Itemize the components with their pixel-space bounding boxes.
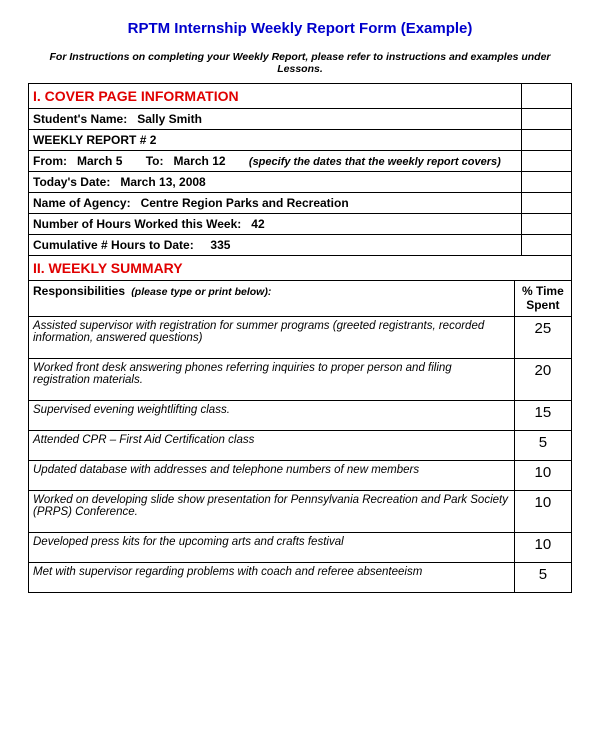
empty-cell	[522, 172, 572, 193]
report-table: I. COVER PAGE INFORMATION Student's Name…	[28, 83, 572, 593]
hours-cumulative-row: Cumulative # Hours to Date: 335	[29, 235, 522, 256]
responsibility-row: Developed press kits for the upcoming ar…	[29, 532, 572, 562]
section-2-header: II. WEEKLY SUMMARY	[29, 256, 572, 281]
student-name-label: Student's Name:	[33, 112, 127, 126]
to-label: To:	[146, 154, 164, 168]
agency-row: Name of Agency: Centre Region Parks and …	[29, 193, 522, 214]
responsibility-description: Updated database with addresses and tele…	[29, 460, 515, 490]
responsibility-percent: 20	[514, 358, 571, 400]
from-value: March 5	[77, 154, 122, 168]
responsibility-row: Worked front desk answering phones refer…	[29, 358, 572, 400]
hours-cumulative-value: 335	[210, 238, 230, 252]
responsibility-percent: 10	[514, 490, 571, 532]
responsibility-percent: 5	[514, 562, 571, 592]
responsibility-description: Supervised evening weightlifting class.	[29, 400, 515, 430]
responsibility-percent: 25	[514, 316, 571, 358]
responsibility-percent: 10	[514, 532, 571, 562]
empty-cell	[522, 193, 572, 214]
date-note: (specify the dates that the weekly repor…	[249, 156, 501, 168]
empty-cell	[522, 84, 572, 109]
agency-value: Centre Region Parks and Recreation	[141, 196, 349, 210]
to-value: March 12	[174, 154, 226, 168]
agency-label: Name of Agency:	[33, 196, 131, 210]
responsibility-percent: 10	[514, 460, 571, 490]
hours-week-row: Number of Hours Worked this Week: 42	[29, 214, 522, 235]
empty-cell	[522, 109, 572, 130]
responsibility-description: Worked front desk answering phones refer…	[29, 358, 515, 400]
hours-week-value: 42	[251, 217, 264, 231]
empty-cell	[522, 130, 572, 151]
empty-cell	[522, 214, 572, 235]
responsibility-row: Assisted supervisor with registration fo…	[29, 316, 572, 358]
responsibilities-header: Responsibilities (please type or print b…	[29, 281, 515, 317]
responsibility-description: Developed press kits for the upcoming ar…	[29, 532, 515, 562]
date-range-row: From: March 5 To: March 12 (specify the …	[29, 151, 522, 172]
responsibility-percent: 15	[514, 400, 571, 430]
today-date-row: Today's Date: March 13, 2008	[29, 172, 522, 193]
responsibilities-label: Responsibilities	[33, 284, 125, 298]
responsibility-description: Attended CPR – First Aid Certification c…	[29, 430, 515, 460]
responsibility-row: Worked on developing slide show presenta…	[29, 490, 572, 532]
responsibility-description: Met with supervisor regarding problems w…	[29, 562, 515, 592]
from-label: From:	[33, 154, 67, 168]
responsibility-description: Assisted supervisor with registration fo…	[29, 316, 515, 358]
section-1-header: I. COVER PAGE INFORMATION	[29, 84, 522, 109]
responsibility-row: Met with supervisor regarding problems w…	[29, 562, 572, 592]
responsibility-description: Worked on developing slide show presenta…	[29, 490, 515, 532]
today-date-label: Today's Date:	[33, 175, 110, 189]
responsibility-percent: 5	[514, 430, 571, 460]
hours-cumulative-label: Cumulative # Hours to Date:	[33, 238, 194, 252]
empty-cell	[522, 235, 572, 256]
responsibility-row: Supervised evening weightlifting class.1…	[29, 400, 572, 430]
hours-week-label: Number of Hours Worked this Week:	[33, 217, 241, 231]
student-name-row: Student's Name: Sally Smith	[29, 109, 522, 130]
instructions-text: For Instructions on completing your Week…	[28, 51, 572, 75]
report-number-row: WEEKLY REPORT # 2	[29, 130, 522, 151]
empty-cell	[522, 151, 572, 172]
responsibility-row: Updated database with addresses and tele…	[29, 460, 572, 490]
form-title: RPTM Internship Weekly Report Form (Exam…	[28, 20, 572, 37]
today-date-value: March 13, 2008	[120, 175, 205, 189]
pct-time-header: % Time Spent	[514, 281, 571, 317]
responsibility-row: Attended CPR – First Aid Certification c…	[29, 430, 572, 460]
